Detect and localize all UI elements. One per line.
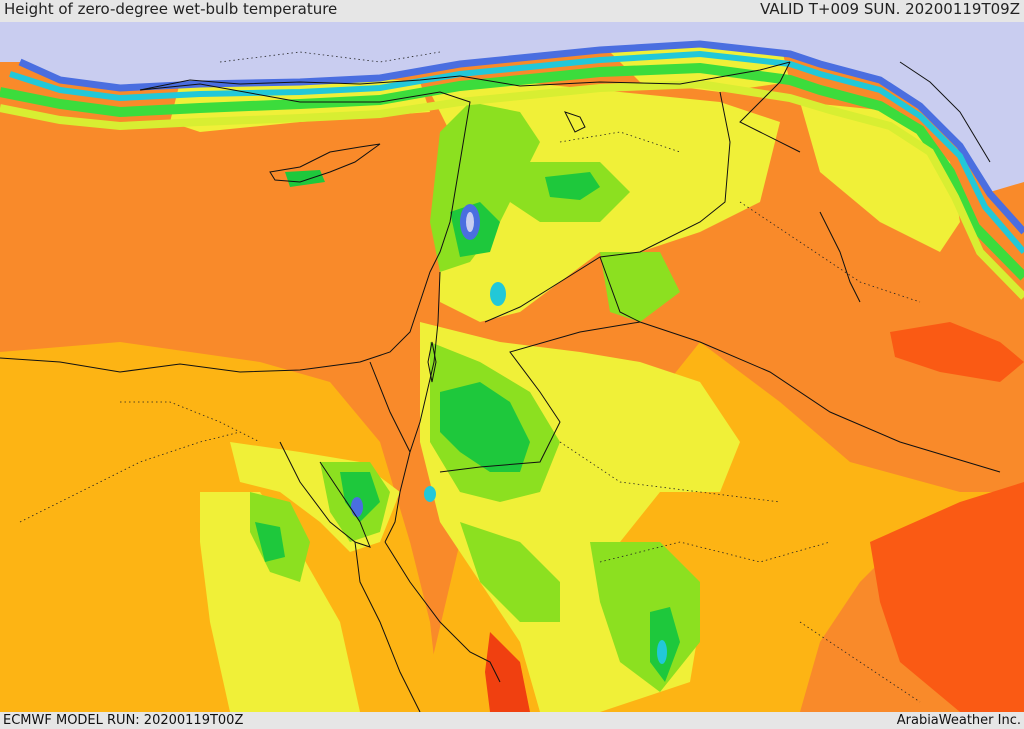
footer-bar: ECMWF MODEL RUN: 20200119T00Z ArabiaWeat… <box>0 712 1024 729</box>
province-line-saudi-a <box>559 441 781 503</box>
border-iran-iraq <box>739 61 801 153</box>
warm-zone-iraq <box>890 322 1024 382</box>
yellow-zone-red-sea-west <box>200 492 360 712</box>
cold-spot-jordan-south <box>424 486 436 502</box>
red-sea-east-coast <box>384 541 501 683</box>
cyan-band-north <box>9 50 1024 254</box>
yellow-green-band-north <box>0 79 1024 300</box>
gulf-of-aqaba <box>384 451 411 543</box>
light-green-syria-east <box>600 252 680 322</box>
gulf-of-suez <box>279 441 371 548</box>
red-sea-west-coast <box>354 541 421 712</box>
province-line-saudi-c <box>799 621 921 703</box>
province-line-saudi-b <box>599 541 831 563</box>
province-line-egypt-b <box>120 401 261 443</box>
yellow-zone-east-iran <box>800 102 960 252</box>
map-canvas <box>0 22 1024 712</box>
caspian-side-coast <box>899 61 991 163</box>
border-jordan-saudi <box>439 321 641 473</box>
lake-coast <box>564 111 586 133</box>
border-syria-iraq <box>484 91 731 323</box>
coastlines <box>0 61 991 712</box>
green-band-north <box>0 62 1024 281</box>
cold-spot-lebanon-core <box>466 212 474 232</box>
green-cell-sinai <box>340 472 380 522</box>
cold-spot-hejaz <box>657 640 667 664</box>
turkey-coast <box>139 75 461 91</box>
green-cell-west <box>255 522 285 562</box>
valid-time: VALID T+009 SUN. 20200119T09Z <box>760 0 1020 18</box>
border-iraq-saudi <box>639 321 1001 473</box>
forecast-map[interactable] <box>0 22 1024 712</box>
border-syria-turkey <box>459 61 791 87</box>
border-egypt-israel <box>369 361 411 453</box>
province-borders <box>19 51 921 703</box>
warm-zone-southeast <box>870 482 1024 712</box>
blue-band-north <box>18 40 1024 235</box>
gulf-coast <box>819 211 861 303</box>
border-jordan-iraq <box>599 256 641 323</box>
cyprus-coast <box>269 143 381 183</box>
header-bar: Height of zero-degree wet-bulb temperatu… <box>0 0 1024 22</box>
credit: ArabiaWeather Inc. <box>896 713 1021 728</box>
country-borders <box>369 61 1001 473</box>
green-cell-syria <box>545 172 600 200</box>
border-israel-jordan <box>409 271 441 453</box>
map-title: Height of zero-degree wet-bulb temperatu… <box>4 0 338 18</box>
cold-spot-sinai <box>351 497 363 517</box>
warm-zone-red-sea <box>485 632 530 712</box>
mediterranean-coast <box>0 83 471 373</box>
cold-spot-hermon <box>490 282 506 306</box>
model-run: ECMWF MODEL RUN: 20200119T00Z <box>3 713 244 728</box>
light-green-hejaz <box>460 522 560 622</box>
green-cell-cyprus <box>285 170 325 187</box>
low-freezing-level-north <box>0 22 1024 192</box>
green-cell-jordan <box>440 382 530 472</box>
province-line-iraq <box>739 201 921 303</box>
